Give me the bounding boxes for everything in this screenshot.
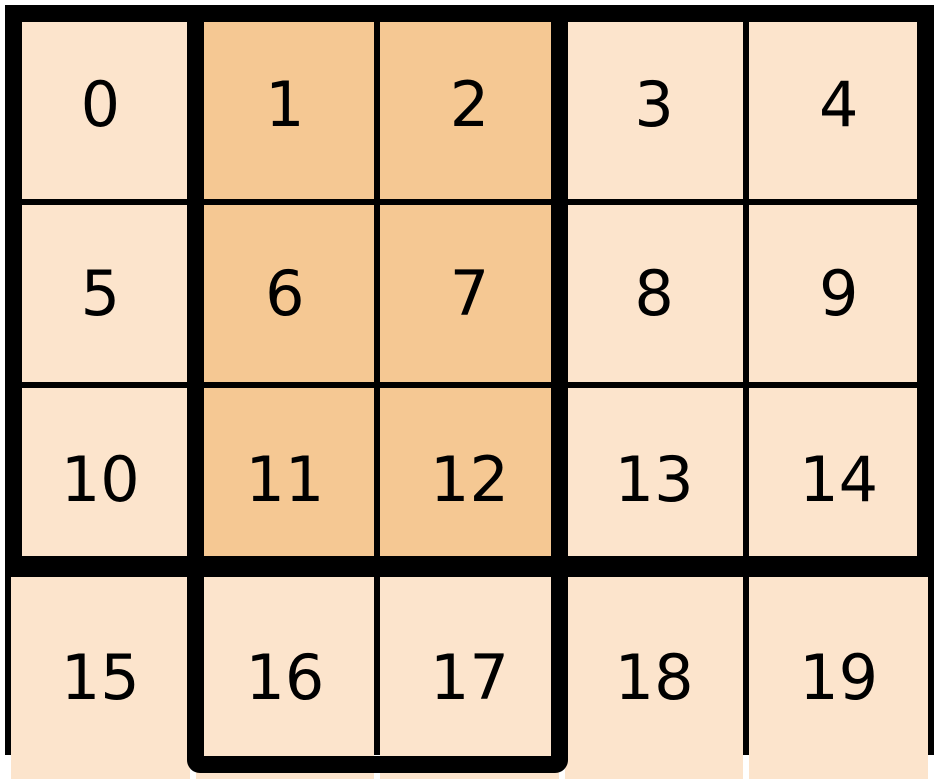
grid-cell-7[interactable]: 7: [380, 205, 559, 382]
grid-cell-label: 16: [245, 641, 325, 714]
grid-cell-label: 17: [430, 641, 509, 714]
grid-cell-label: 3: [634, 68, 674, 141]
grid-figure: 0 1 2 3 4 5 6 7 8 9 10 11 12 13 14 15 16 17 18 19: [5, 5, 934, 779]
grid-cell-4[interactable]: 4: [749, 11, 928, 199]
grid-cell-label: 9: [818, 256, 859, 330]
grid-cell-label: 15: [60, 641, 140, 714]
grid-cell-label: 19: [799, 641, 879, 714]
grid-cell-label: 5: [80, 256, 121, 330]
grid-cell-label: 1: [265, 68, 305, 141]
grid-cell-label: 7: [449, 256, 490, 330]
grid-cell-6[interactable]: 6: [195, 205, 375, 382]
grid-cell-0[interactable]: 0: [11, 11, 190, 199]
grid-cell-15[interactable]: 15: [11, 577, 190, 779]
grid-cell-label: 14: [799, 442, 879, 516]
grid-cell-label: 6: [265, 256, 305, 330]
grid-cell-5[interactable]: 5: [11, 205, 190, 382]
grid-cell-label: 18: [614, 641, 694, 714]
grid-cell-8[interactable]: 8: [564, 205, 744, 382]
number-grid: 0 1 2 3 4 5 6 7 8 9 10 11 12 13 14 15 16 17 18 19: [5, 5, 934, 779]
grid-cell-12[interactable]: 12: [380, 388, 559, 571]
grid-cell-label: 0: [80, 68, 121, 141]
grid-cell-label: 12: [430, 442, 509, 516]
grid-cell-18[interactable]: 18: [564, 577, 744, 779]
grid-cell-2[interactable]: 2: [380, 11, 559, 199]
grid-cell-10[interactable]: 10: [11, 388, 190, 571]
grid-cell-9[interactable]: 9: [749, 205, 928, 382]
grid-cell-1[interactable]: 1: [195, 11, 375, 199]
grid-cell-11[interactable]: 11: [195, 388, 375, 571]
grid-cell-17[interactable]: 17: [380, 577, 559, 779]
grid-cell-3[interactable]: 3: [564, 11, 744, 199]
grid-cell-13[interactable]: 13: [564, 388, 744, 571]
grid-cell-label: 2: [449, 68, 490, 141]
grid-cell-label: 10: [60, 442, 140, 516]
grid-cell-label: 13: [614, 442, 694, 516]
grid-cell-19[interactable]: 19: [749, 577, 928, 779]
grid-cell-14[interactable]: 14: [749, 388, 928, 571]
grid-cell-16[interactable]: 16: [195, 577, 375, 779]
grid-cell-label: 11: [245, 442, 325, 516]
grid-cell-label: 8: [634, 256, 674, 330]
grid-cell-label: 4: [818, 68, 859, 141]
